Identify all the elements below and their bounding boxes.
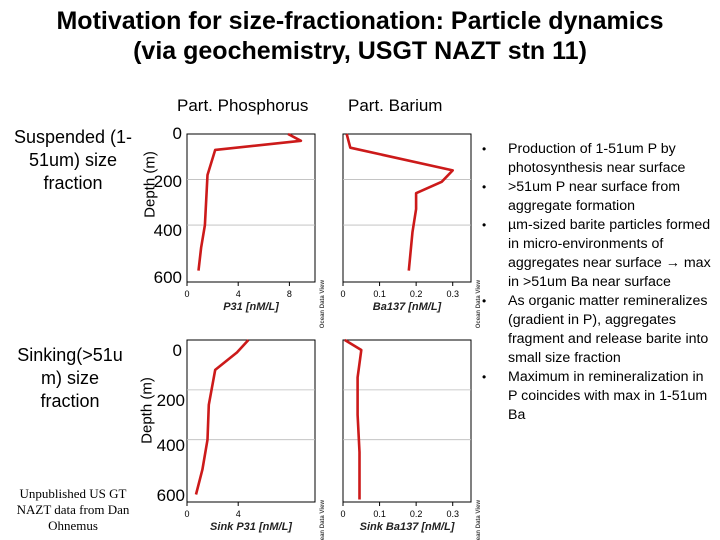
plot-sinking-phosphorus: 0 4 Sink P31 [nM/L] Ocean Data View xyxy=(184,339,326,540)
x-tick-label: 0 xyxy=(184,509,189,519)
bullet-text: Maximum in remineralization in P coincid… xyxy=(508,369,708,423)
bullet-dot-icon: • xyxy=(482,180,487,194)
bullet-text: Production of 1-51um P by photosynthesis… xyxy=(508,141,686,176)
bullet-dot-icon: • xyxy=(482,294,487,308)
bullet-dot-icon: • xyxy=(482,218,487,232)
row-label-line: fraction xyxy=(43,173,103,193)
bullet-text: As organic matter remineralizes (gradien… xyxy=(508,293,709,366)
row-label-line: Suspended (1- xyxy=(13,127,133,147)
plot-suspended-barium: 0 0.1 0.2 0.3 Ba137 [nM/L] Ocean Data View xyxy=(340,133,482,328)
x-axis-label: Sink P31 [nM/L] xyxy=(210,521,292,533)
bullet-dot-icon: • xyxy=(482,142,487,156)
ocean-data-view-label: Ocean Data View xyxy=(320,500,326,540)
x-tick-label: 0.3 xyxy=(446,289,459,299)
x-axis-label: P31 [nM/L] xyxy=(223,301,279,313)
ytick-bottom-600: 600 xyxy=(156,486,185,505)
bullet-item: • Maximum in remineralization in P coinci… xyxy=(476,368,716,425)
ytick-bottom-200: 200 xyxy=(156,391,185,410)
bullet-text: µm-sized barite particles formed in micr… xyxy=(508,217,711,290)
title-line-1: Motivation for size-fractionation: Parti… xyxy=(56,7,664,35)
x-tick-label: 4 xyxy=(236,289,241,299)
ytick-bottom-400: 400 xyxy=(156,436,185,455)
plot-frame xyxy=(342,339,472,503)
ocean-data-view-label: Ocean Data View xyxy=(476,500,482,540)
x-tick-label: 0.2 xyxy=(410,289,423,299)
plot-frame xyxy=(186,133,316,283)
plot-frame xyxy=(186,339,316,503)
row-label-line: 51um) size xyxy=(28,150,118,170)
bullet-item: • As organic matter remineralizes (gradie… xyxy=(476,292,716,368)
bullet-item: • µm-sized barite particles formed in mic… xyxy=(476,216,716,292)
x-axis-label: Sink Ba137 [nM/L] xyxy=(360,521,455,533)
x-tick-label: 8 xyxy=(287,289,292,299)
x-axis-label: Ba137 [nM/L] xyxy=(373,301,442,313)
plot-frame xyxy=(342,133,472,283)
row-label-suspended: Suspended (1- 51um) size fraction xyxy=(4,126,142,195)
title-line-2: (via geochemistry, USGT NAZT stn 11) xyxy=(133,37,587,65)
plot-sinking-barium: 0 0.1 0.2 0.3 Sink Ba137 [nM/L] Ocean Data Vi… xyxy=(340,338,482,540)
ocean-data-view-label: Ocean Data View xyxy=(476,280,482,329)
x-tick-label: 0.3 xyxy=(446,509,459,519)
ocean-data-view-label: Ocean Data View xyxy=(320,280,326,329)
profile-line xyxy=(345,133,454,271)
bullet-dot-icon: • xyxy=(482,370,487,384)
plot-suspended-phosphorus: 0 4 8 P31 [nM/L] Ocean Data View xyxy=(184,132,326,328)
slide-title: Motivation for size-fractionation: Parti… xyxy=(0,6,720,66)
bullet-list: • Production of 1-51um P by photosynthesi… xyxy=(476,140,716,425)
x-tick-label: 0 xyxy=(184,289,189,299)
data-credit: Unpublished US GT NAZT data from Dan Ohn… xyxy=(16,486,130,533)
ytick-bottom-0: 0 xyxy=(172,341,182,360)
x-tick-label: 0 xyxy=(340,289,345,299)
x-tick-label: 0 xyxy=(340,509,345,519)
ytick-top-200: 200 xyxy=(153,172,182,191)
profile-line xyxy=(197,132,303,271)
column-head-phosphorus: Part. Phosphorus xyxy=(177,96,309,115)
bullet-item: • >51um P near surface from aggregate for… xyxy=(476,178,716,216)
bullet-text: >51um P near surface from aggregate form… xyxy=(508,179,681,214)
profile-line xyxy=(194,339,250,495)
profile-line xyxy=(344,338,363,500)
bullet-item: • Production of 1-51um P by photosynthesi… xyxy=(476,140,716,178)
ytick-top-400: 400 xyxy=(153,221,182,240)
row-label-sinking: Sinking(>51u m) size fraction xyxy=(4,344,136,413)
row-label-line: fraction xyxy=(40,391,100,411)
x-tick-label: 0.2 xyxy=(410,509,423,519)
x-tick-label: 4 xyxy=(236,509,241,519)
x-tick-label: 0.1 xyxy=(373,509,386,519)
ytick-top-600: 600 xyxy=(153,268,182,287)
x-tick-label: 0.1 xyxy=(373,289,386,299)
ytick-top-0: 0 xyxy=(172,124,182,143)
row-label-line: Sinking(>51u xyxy=(17,345,123,365)
row-label-line: m) size xyxy=(41,368,99,388)
column-head-barium: Part. Barium xyxy=(348,96,443,115)
